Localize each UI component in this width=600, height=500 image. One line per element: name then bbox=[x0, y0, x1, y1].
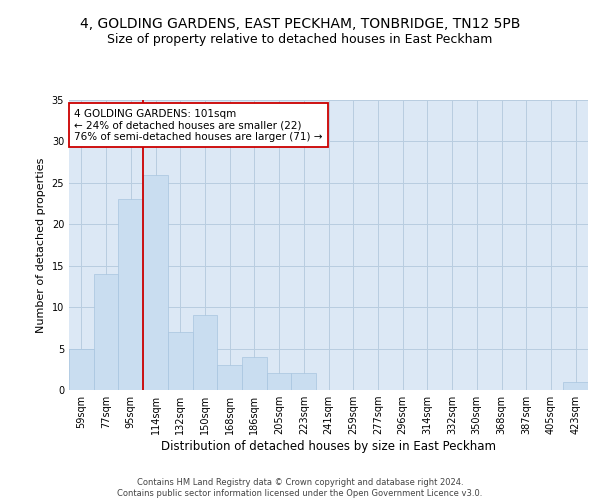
Bar bbox=[94, 274, 118, 390]
Bar bbox=[168, 332, 193, 390]
Text: Size of property relative to detached houses in East Peckham: Size of property relative to detached ho… bbox=[107, 32, 493, 46]
Bar bbox=[267, 374, 292, 390]
Bar bbox=[143, 174, 168, 390]
Bar bbox=[563, 382, 588, 390]
Text: Contains HM Land Registry data © Crown copyright and database right 2024.
Contai: Contains HM Land Registry data © Crown c… bbox=[118, 478, 482, 498]
Y-axis label: Number of detached properties: Number of detached properties bbox=[36, 158, 46, 332]
Bar bbox=[292, 374, 316, 390]
Text: 4, GOLDING GARDENS, EAST PECKHAM, TONBRIDGE, TN12 5PB: 4, GOLDING GARDENS, EAST PECKHAM, TONBRI… bbox=[80, 18, 520, 32]
Bar bbox=[242, 357, 267, 390]
Bar bbox=[193, 316, 217, 390]
Bar bbox=[217, 365, 242, 390]
Bar bbox=[118, 200, 143, 390]
X-axis label: Distribution of detached houses by size in East Peckham: Distribution of detached houses by size … bbox=[161, 440, 496, 453]
Text: 4 GOLDING GARDENS: 101sqm
← 24% of detached houses are smaller (22)
76% of semi-: 4 GOLDING GARDENS: 101sqm ← 24% of detac… bbox=[74, 108, 323, 142]
Bar bbox=[69, 348, 94, 390]
